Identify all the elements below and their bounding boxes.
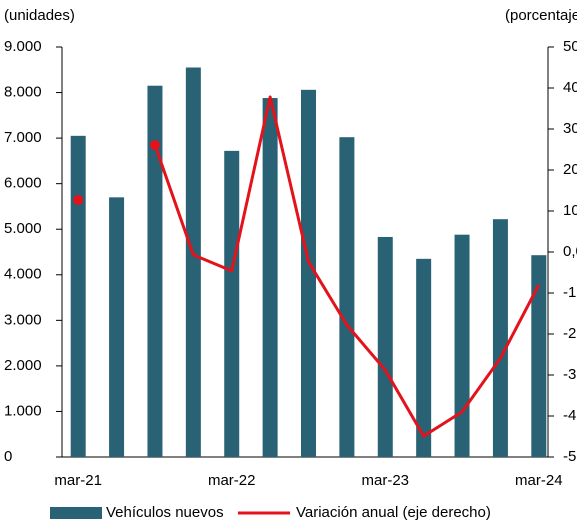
x-tick-label: mar-21 <box>54 472 102 489</box>
bar <box>109 197 125 458</box>
y-tick-label: 8.000 <box>4 84 42 101</box>
y-tick-label: 9.000 <box>4 38 42 55</box>
bar <box>492 219 508 457</box>
y2-tick-label: 30 <box>563 120 577 137</box>
bar <box>377 236 393 457</box>
y-tick-label: 0 <box>4 448 12 465</box>
y2-tick-label: -30 <box>563 366 577 383</box>
x-tick-label: mar-24 <box>515 472 563 489</box>
bar <box>147 85 163 457</box>
y-tick-label: 1.000 <box>4 402 42 419</box>
legend-label: Vehículos nuevos <box>106 504 224 521</box>
y2-tick-label: -40 <box>563 407 577 424</box>
x-tick-label: mar-22 <box>208 472 256 489</box>
y2-tick-label: -10 <box>563 284 577 301</box>
y-tick-label: 2.000 <box>4 357 42 374</box>
y2-tick-label: 20 <box>563 161 577 178</box>
bar <box>531 255 547 457</box>
line-marker <box>73 194 84 205</box>
bar <box>416 258 432 457</box>
y2-tick-label: -20 <box>563 325 577 342</box>
bar <box>185 67 201 457</box>
bar <box>339 137 355 457</box>
y2-axis-title: (porcentaje) <box>505 7 577 24</box>
y2-tick-label: 40 <box>563 79 577 96</box>
legend-label: Variación anual (eje derecho) <box>296 504 491 521</box>
bar <box>70 135 86 458</box>
bar <box>224 150 240 457</box>
y2-tick-label: -50 <box>563 448 577 465</box>
y-tick-label: 4.000 <box>4 266 42 283</box>
bar <box>301 89 316 458</box>
y-tick-label: 7.000 <box>4 129 42 146</box>
y-tick-label: 5.000 <box>4 220 42 237</box>
y-tick-label: 3.000 <box>4 311 42 328</box>
bar <box>454 234 470 457</box>
y2-tick-label: 0,0 <box>563 243 577 260</box>
legend-swatch <box>50 507 102 519</box>
x-tick-label: mar-23 <box>362 472 410 489</box>
y2-tick-label: 10 <box>563 202 577 219</box>
y2-tick-label: 50 <box>563 38 577 55</box>
y-axis-title: (unidades) <box>4 7 75 24</box>
line <box>153 95 541 438</box>
bar <box>262 98 278 458</box>
y-tick-label: 6.000 <box>4 175 42 192</box>
